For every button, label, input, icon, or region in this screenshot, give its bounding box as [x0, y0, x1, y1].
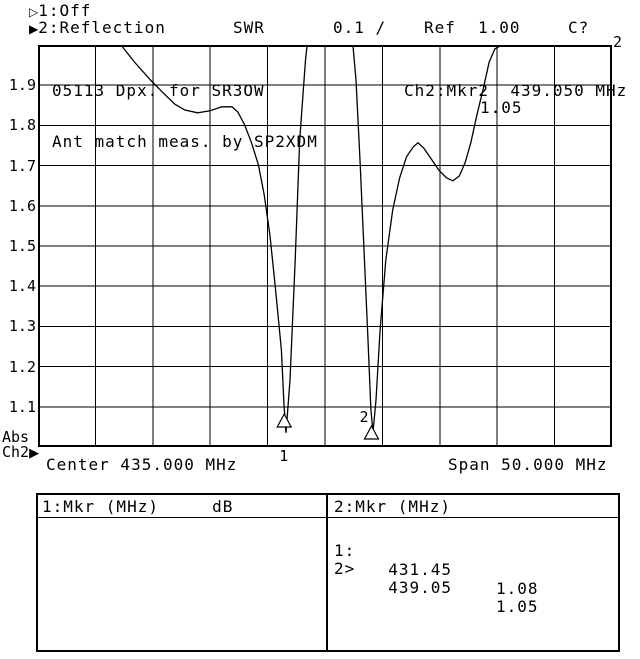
marker-readout-line-1: Ch2:Mkr2 439.050 MHz — [404, 82, 627, 99]
span-label: Span 50.000 MHz — [448, 455, 608, 474]
marker-table-header-rule — [38, 517, 618, 518]
marker-table-divider — [326, 495, 328, 650]
y-axis-label: 1.2 — [8, 357, 36, 376]
marker-1-label: 1 — [279, 447, 289, 465]
ch2-label-text: Ch2 — [2, 443, 30, 461]
y-axis-label: 1.9 — [8, 76, 36, 95]
y-axis-label: 1.6 — [8, 196, 36, 215]
marker-row-id: 2> — [334, 559, 356, 578]
scale-per-div: 0.1 / — [333, 18, 387, 37]
channel-1-status: 1:Off — [38, 1, 92, 20]
header-line-2: ▶2:Reflection — [29, 19, 166, 38]
marker-table-header-left: 1:Mkr (MHz) dB — [42, 497, 234, 516]
channel-1-marker-icon: ▷ — [29, 5, 39, 19]
marker-readout-freq: 439.050 MHz — [510, 81, 628, 100]
marker-table-row-1: 1: 431.45 1.08 — [334, 522, 614, 598]
y-axis-labels: 1.9 1.8 1.7 1.6 1.5 1.4 1.3 1.2 1.1 — [4, 45, 36, 447]
header-line-1: ▷1:Off — [29, 2, 91, 21]
ch2-label: Ch2▶ — [2, 444, 39, 462]
y-axis-label: 1.3 — [8, 317, 36, 336]
channel-2-marker-icon: ▶ — [29, 22, 39, 36]
swr-trace — [38, 45, 612, 433]
y-axis-label: 1.4 — [8, 277, 36, 296]
ref-value: 1.00 — [478, 18, 521, 37]
marker-table-header-right: 2:Mkr (MHz) — [334, 497, 451, 516]
chart-title-line-2: Ant match meas. by SP2XDM — [52, 132, 318, 151]
cal-status: C? — [568, 18, 590, 37]
y-axis-label: 1.5 — [8, 237, 36, 255]
abs-label: Abs — [2, 428, 30, 446]
ch2-arrow-icon: ▶ — [29, 446, 40, 461]
marker-table-row-2: 2> 439.05 1.05 — [334, 540, 614, 616]
chart-title-line-1: 05113 Dpx. for SR3OW — [52, 81, 265, 100]
y-axis-label: 1.1 — [8, 397, 36, 416]
marker-row-freq: 431.45 — [388, 560, 452, 579]
format-label: SWR — [233, 18, 265, 37]
channel-badge: 2 — [613, 33, 624, 51]
channel-2-measurement: 2:Reflection — [38, 18, 166, 37]
center-freq-label: Center 435.000 MHz — [46, 455, 238, 474]
chart-title: 05113 Dpx. for SR3OW Ant match meas. by … — [52, 48, 318, 184]
ref-label: Ref — [424, 18, 456, 37]
marker-2-label: 2 — [360, 408, 370, 426]
y-axis-label: 1.8 — [8, 116, 36, 135]
marker-row-freq: 439.05 — [388, 578, 452, 597]
marker-readout-value: 1.05 — [480, 98, 523, 117]
y-axis-label: 1.7 — [8, 156, 36, 175]
marker-row-value: 1.05 — [496, 597, 539, 616]
marker-readout-label: Ch2:Mkr2 — [404, 81, 490, 100]
marker-2-triangle-icon — [363, 424, 380, 440]
marker-row-value: 1.08 — [496, 579, 539, 598]
marker-row-id: 1: — [334, 541, 356, 560]
marker-1-triangle-icon — [276, 412, 293, 428]
marker-table: 1:Mkr (MHz) dB 2:Mkr (MHz) 1: 431.45 1.0… — [36, 493, 620, 652]
swr-plot-svg: 12 — [38, 45, 612, 465]
